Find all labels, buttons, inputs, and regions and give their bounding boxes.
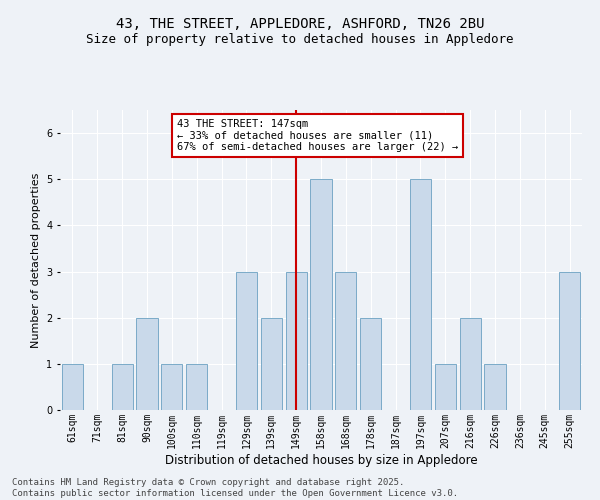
Text: 43 THE STREET: 147sqm
← 33% of detached houses are smaller (11)
67% of semi-deta: 43 THE STREET: 147sqm ← 33% of detached … bbox=[177, 119, 458, 152]
Bar bbox=[112, 364, 133, 410]
Bar bbox=[161, 364, 182, 410]
Bar bbox=[484, 364, 506, 410]
Bar bbox=[460, 318, 481, 410]
Y-axis label: Number of detached properties: Number of detached properties bbox=[31, 172, 41, 348]
X-axis label: Distribution of detached houses by size in Appledore: Distribution of detached houses by size … bbox=[164, 454, 478, 466]
Bar bbox=[186, 364, 207, 410]
Text: 43, THE STREET, APPLEDORE, ASHFORD, TN26 2BU: 43, THE STREET, APPLEDORE, ASHFORD, TN26… bbox=[116, 18, 484, 32]
Bar bbox=[286, 272, 307, 410]
Bar bbox=[261, 318, 282, 410]
Bar bbox=[360, 318, 381, 410]
Bar bbox=[335, 272, 356, 410]
Bar bbox=[62, 364, 83, 410]
Text: Contains HM Land Registry data © Crown copyright and database right 2025.
Contai: Contains HM Land Registry data © Crown c… bbox=[12, 478, 458, 498]
Bar bbox=[435, 364, 456, 410]
Bar bbox=[410, 179, 431, 410]
Bar bbox=[236, 272, 257, 410]
Text: Size of property relative to detached houses in Appledore: Size of property relative to detached ho… bbox=[86, 32, 514, 46]
Bar bbox=[310, 179, 332, 410]
Bar bbox=[559, 272, 580, 410]
Bar bbox=[136, 318, 158, 410]
